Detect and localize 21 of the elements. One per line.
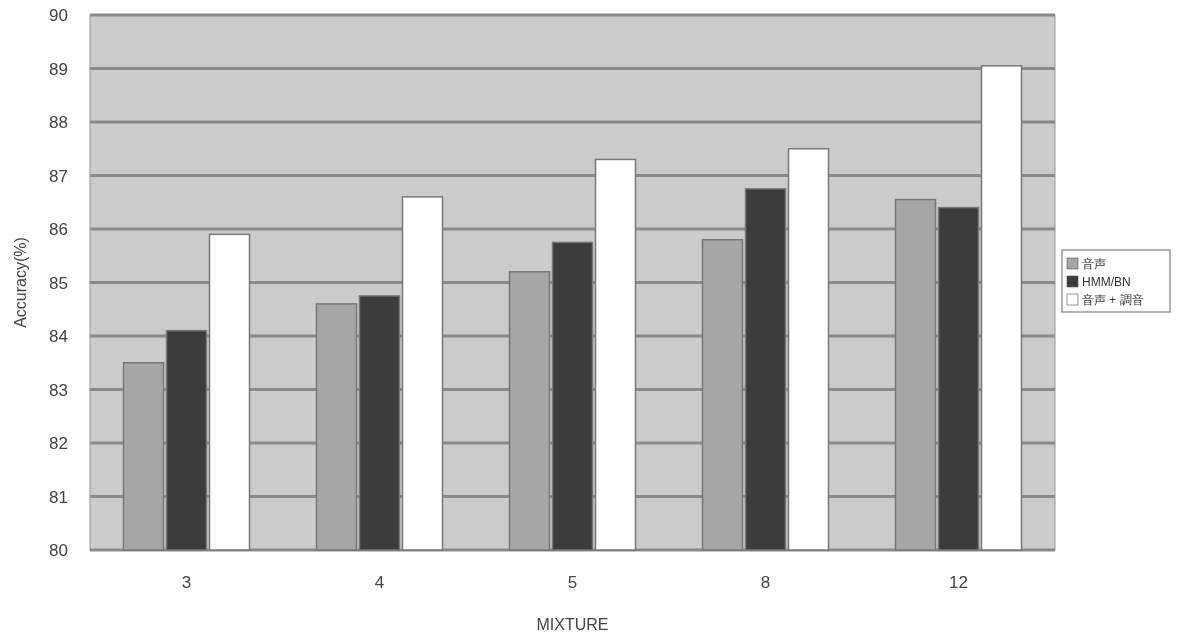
y-tick-label: 90	[49, 6, 68, 25]
y-tick-label: 80	[49, 541, 68, 560]
y-tick-label: 81	[49, 487, 68, 507]
y-tick-label: 83	[49, 380, 68, 400]
y-tick-label: 85	[49, 273, 68, 293]
x-tick-label: 8	[760, 573, 771, 592]
y-tick-label: 84	[49, 327, 68, 346]
legend-label: HMM/BN	[1082, 275, 1131, 289]
x-tick-label: 3	[181, 573, 192, 592]
x-tick-label: 12	[949, 573, 968, 592]
legend-label: 音声 + 調音	[1082, 293, 1144, 307]
y-tick-label: 89	[49, 59, 68, 79]
x-tick-label: 5	[567, 573, 578, 592]
y-axis-title: Accuracy(%)	[12, 237, 29, 328]
legend-label: 音声	[1082, 257, 1106, 271]
y-tick-label: 86	[49, 220, 68, 239]
y-tick-label: 87	[49, 166, 68, 186]
y-tick-label: 82	[49, 434, 68, 453]
x-axis-title: MIXTURE	[536, 616, 609, 633]
y-tick-label: 88	[49, 113, 68, 132]
x-tick-label: 4	[374, 573, 385, 592]
